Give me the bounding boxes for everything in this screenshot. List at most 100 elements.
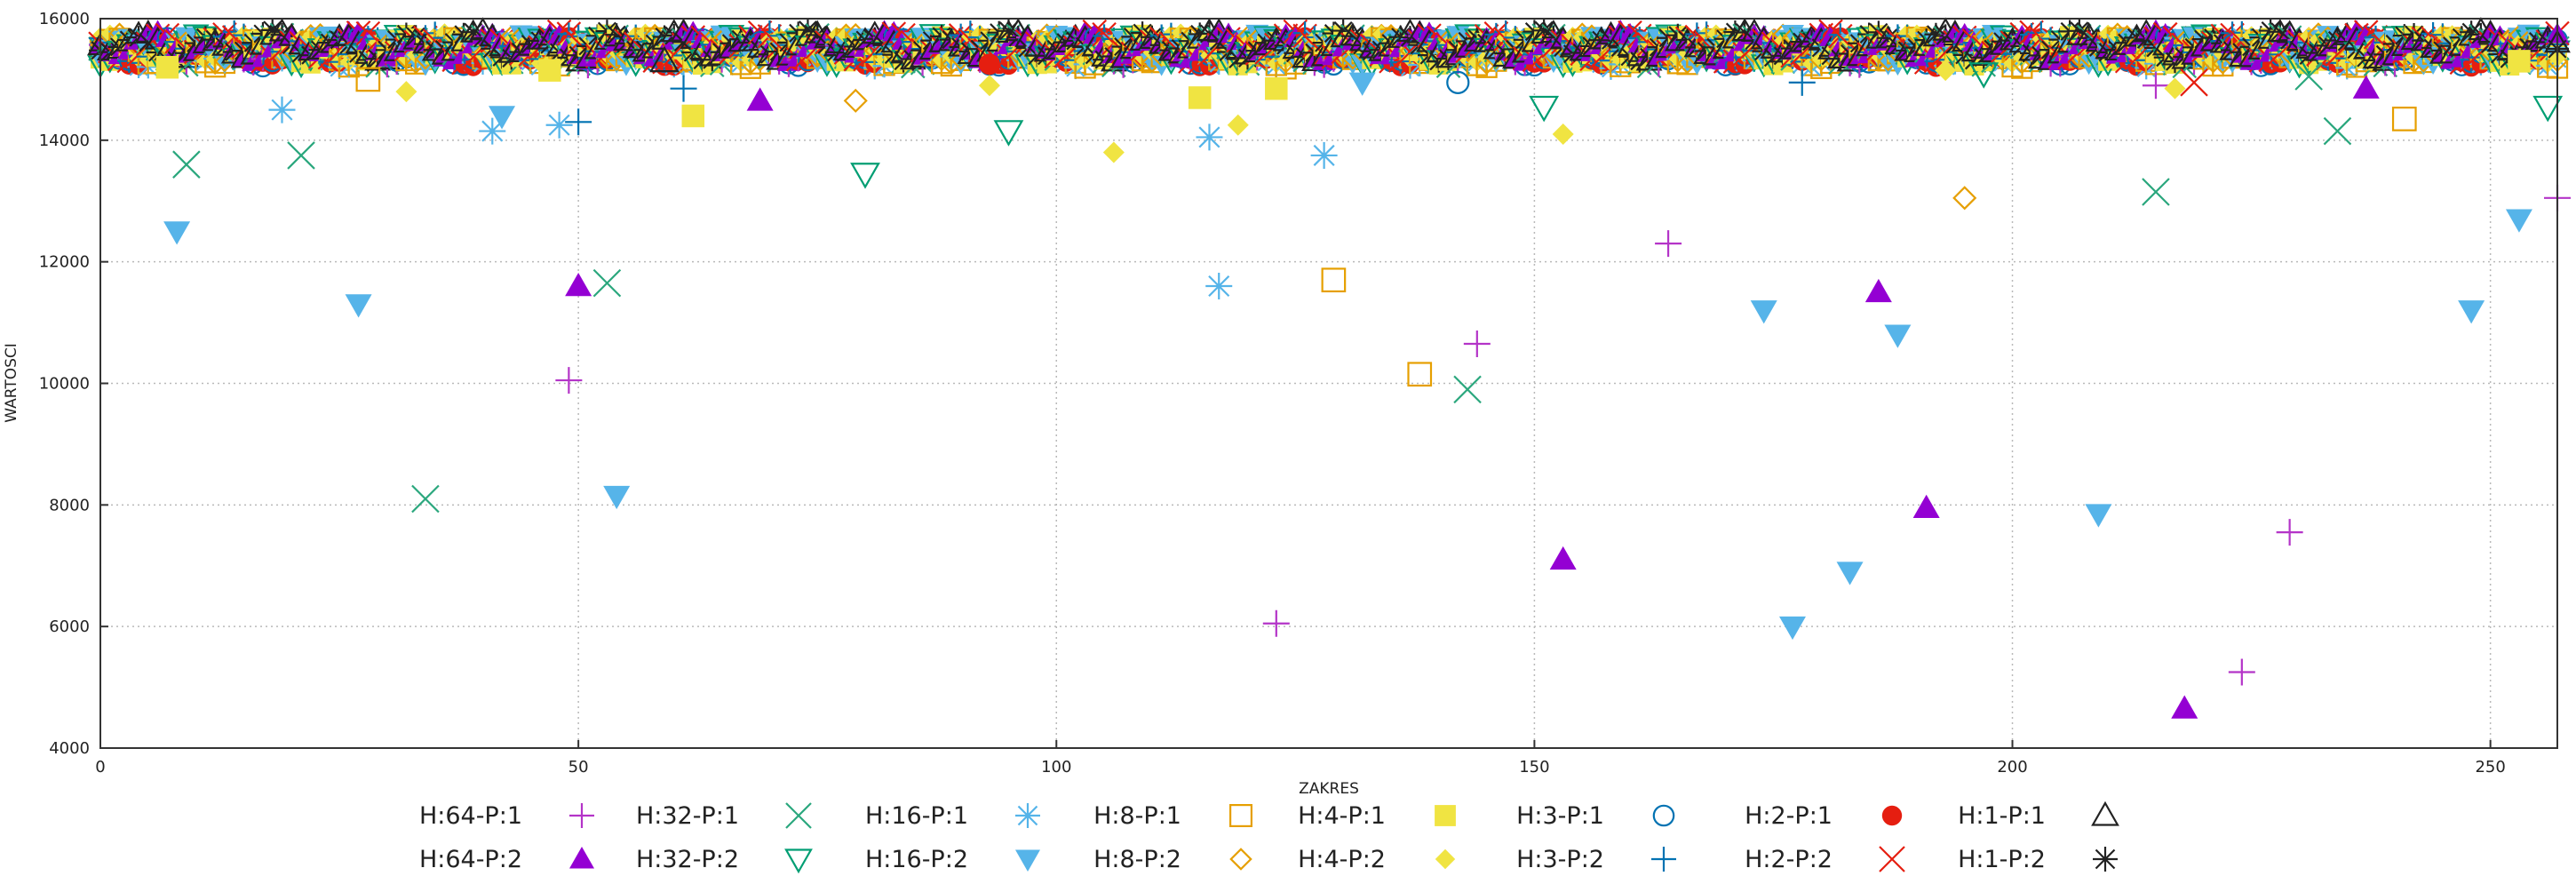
legend-entry: H:8-P:1 <box>1093 802 1252 830</box>
legend-entry: H:16-P:2 <box>865 846 1040 873</box>
legend-entry: H:3-P:1 <box>1516 802 1674 830</box>
data-point <box>979 75 1000 96</box>
data-point <box>2164 78 2185 100</box>
data-point <box>2506 210 2532 233</box>
data-point <box>1196 123 1222 150</box>
data-point <box>2353 76 2380 99</box>
data-point <box>1751 300 1777 323</box>
x-tick-label: 50 <box>568 758 589 777</box>
data-point <box>747 87 774 110</box>
legend-entry: H:16-P:1 <box>865 802 1040 830</box>
data-point <box>1265 77 1288 100</box>
data-point <box>395 81 417 102</box>
grid <box>100 19 2557 748</box>
legend-entry: H:4-P:1 <box>1298 802 1456 830</box>
legend-label: H:3-P:2 <box>1516 846 1604 873</box>
data-point <box>1205 273 1232 299</box>
y-tick-label: 12000 <box>39 253 90 272</box>
y-tick-label: 14000 <box>39 131 90 150</box>
legend-label: H:1-P:2 <box>1958 846 2046 873</box>
x-axis-title: ZAKRES <box>1299 780 1359 798</box>
data-point <box>1311 142 1338 169</box>
y-tick-label: 4000 <box>49 739 90 758</box>
legend: H:64-P:1 H:32-P:1 H:16-P:1 H:8-P:1 H:4-P:1 H:… <box>419 802 2118 873</box>
legend-marker <box>2093 803 2118 825</box>
data-point <box>1228 115 1249 136</box>
legend-entry: H:2-P:1 <box>1745 802 1902 830</box>
data-point <box>1884 325 1911 348</box>
legend-label: H:64-P:2 <box>419 846 522 873</box>
data-point <box>2085 504 2111 527</box>
data-point <box>2508 50 2531 72</box>
legend-label: H:64-P:1 <box>419 802 522 830</box>
data-point <box>1913 495 1940 518</box>
legend-marker <box>2093 847 2118 872</box>
data-point <box>1865 279 1892 302</box>
legend-entry: H:4-P:2 <box>1298 846 1455 873</box>
legend-marker <box>1435 805 1456 826</box>
data-point <box>173 151 200 178</box>
legend-entry: H:64-P:2 <box>419 846 594 873</box>
legend-label: H:8-P:2 <box>1093 846 1181 873</box>
legend-marker <box>1015 850 1040 872</box>
legend-marker <box>569 803 594 828</box>
legend-marker <box>786 850 811 872</box>
x-tick-label: 100 <box>1041 758 1071 777</box>
legend-entry: H:3-P:2 <box>1516 846 1676 873</box>
data-point <box>1349 73 1376 96</box>
data-point <box>1103 142 1125 163</box>
data-point <box>156 56 179 79</box>
data-point <box>603 486 630 509</box>
data-point <box>1954 187 1976 209</box>
legend-marker <box>1654 806 1674 825</box>
legend-marker <box>1880 847 1904 872</box>
legend-entry: H:32-P:2 <box>636 846 811 873</box>
data-point <box>538 59 561 82</box>
data-point <box>1408 362 1431 386</box>
data-point <box>593 270 620 297</box>
data-point <box>852 163 879 187</box>
data-point <box>1837 561 1864 585</box>
legend-label: H:4-P:2 <box>1298 846 1386 873</box>
data-point <box>1553 123 1574 145</box>
data-point <box>995 121 1022 144</box>
y-tick-label: 8000 <box>49 496 90 514</box>
data-points <box>156 48 2571 719</box>
legend-entry: H:1-P:1 <box>1958 802 2118 830</box>
legend-entry: H:2-P:2 <box>1745 846 1904 873</box>
legend-marker <box>569 847 594 869</box>
data-point <box>268 97 295 123</box>
legend-label: H:4-P:1 <box>1298 802 1386 830</box>
x-tick-label: 200 <box>1997 758 2027 777</box>
legend-entry: H:64-P:1 <box>419 802 594 830</box>
legend-entry: H:8-P:2 <box>1093 846 1251 873</box>
legend-label: H:8-P:1 <box>1093 802 1181 830</box>
data-point <box>565 273 592 296</box>
legend-entry: H:1-P:2 <box>1958 846 2118 873</box>
data-point <box>1263 610 1290 637</box>
legend-marker <box>1651 847 1676 872</box>
data-point <box>682 105 705 128</box>
data-point <box>1454 376 1481 402</box>
legend-label: H:16-P:1 <box>865 802 968 830</box>
data-point <box>1464 331 1491 357</box>
legend-entry: H:32-P:1 <box>636 802 811 830</box>
legend-label: H:32-P:2 <box>636 846 739 873</box>
data-point <box>163 221 190 244</box>
legend-label: H:16-P:2 <box>865 846 968 873</box>
data-point <box>2277 519 2303 546</box>
data-point <box>2458 300 2485 323</box>
legend-marker <box>1230 805 1252 826</box>
y-tick-label: 10000 <box>39 375 90 394</box>
data-point <box>288 142 314 169</box>
x-tick-label: 150 <box>1519 758 1549 777</box>
y-tick-label: 6000 <box>49 617 90 636</box>
data-point <box>546 112 573 139</box>
legend-label: H:32-P:1 <box>636 802 739 830</box>
x-tick-label: 0 <box>95 758 105 777</box>
legend-label: H:2-P:2 <box>1745 846 1833 873</box>
data-point <box>1779 617 1806 640</box>
legend-label: H:2-P:1 <box>1745 802 1833 830</box>
